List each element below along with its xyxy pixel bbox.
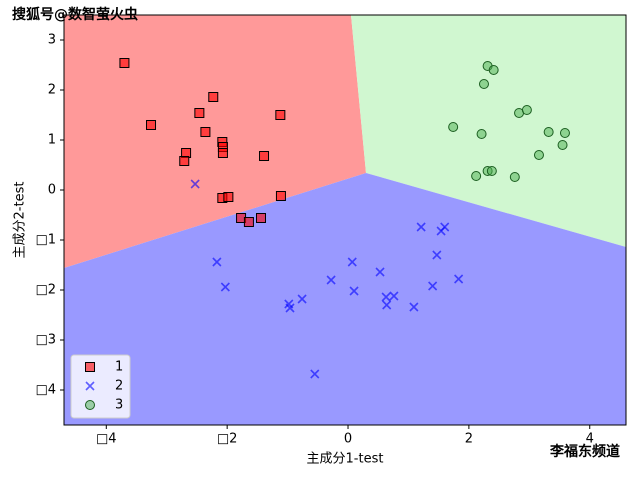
point: [259, 151, 270, 161]
point: [389, 291, 399, 301]
point: [428, 281, 438, 291]
legend-marker: [85, 362, 95, 372]
region-2: [64, 173, 626, 425]
point: [297, 294, 307, 304]
y-tick-label: □2: [35, 283, 56, 298]
point: [179, 156, 190, 166]
legend-label: 1: [115, 360, 123, 375]
point: [543, 127, 554, 137]
point: [256, 213, 267, 223]
point: [471, 171, 482, 181]
point: [146, 120, 157, 130]
point: [521, 105, 532, 115]
watermark: 李福东频道: [549, 443, 620, 460]
point: [200, 127, 211, 137]
point: [432, 250, 442, 260]
decision-regions: [64, 15, 626, 425]
y-tick-label: 1: [48, 133, 56, 148]
point: [190, 179, 200, 189]
point: [533, 150, 544, 160]
x-tick-label: 2: [465, 432, 473, 447]
x-tick-label: □4: [96, 432, 117, 447]
region-3: [351, 15, 626, 247]
point: [220, 282, 230, 292]
point: [326, 275, 336, 285]
point: [557, 140, 568, 150]
point: [194, 108, 205, 118]
x-tick-label: 4: [586, 432, 594, 447]
legend-marker: [85, 400, 95, 410]
point: [382, 300, 392, 310]
point: [440, 222, 450, 232]
point: [488, 65, 499, 75]
point: [381, 292, 391, 302]
legend-label: 2: [115, 379, 123, 394]
point: [119, 58, 130, 68]
x-tick-label: 0: [344, 432, 352, 447]
point: [409, 302, 419, 312]
y-tick-label: 3: [48, 33, 56, 48]
point: [478, 79, 489, 89]
y-tick-label: 0: [48, 183, 56, 198]
plot-frame: [63, 14, 627, 426]
y-axis-label: 主成分2-test: [13, 182, 28, 259]
point: [208, 92, 219, 102]
point: [217, 148, 228, 158]
point: [212, 257, 222, 267]
legend: 1 2 3: [70, 354, 131, 419]
y-tick-label: 2: [48, 83, 56, 98]
watermark: 搜狐号@数智萤火虫: [12, 6, 138, 23]
region-1: [64, 15, 366, 268]
y-tick-label: □4: [35, 383, 56, 398]
point: [486, 166, 497, 176]
legend-marker: [85, 381, 95, 391]
point: [310, 369, 320, 379]
point: [416, 222, 426, 232]
point: [223, 192, 234, 202]
point: [476, 129, 487, 139]
point: [509, 172, 520, 182]
point: [349, 286, 359, 296]
point: [285, 303, 295, 313]
point: [275, 191, 286, 201]
legend-label: 3: [115, 398, 123, 413]
point: [243, 217, 254, 227]
point: [448, 122, 459, 132]
point: [559, 128, 570, 138]
point: [347, 257, 357, 267]
point: [454, 274, 464, 284]
y-tick-label: □1: [35, 233, 56, 248]
point: [375, 267, 385, 277]
y-tick-label: □3: [35, 333, 56, 348]
point: [275, 110, 286, 120]
x-axis-label: 主成分1-test: [307, 452, 384, 467]
x-tick-label: □2: [217, 432, 238, 447]
